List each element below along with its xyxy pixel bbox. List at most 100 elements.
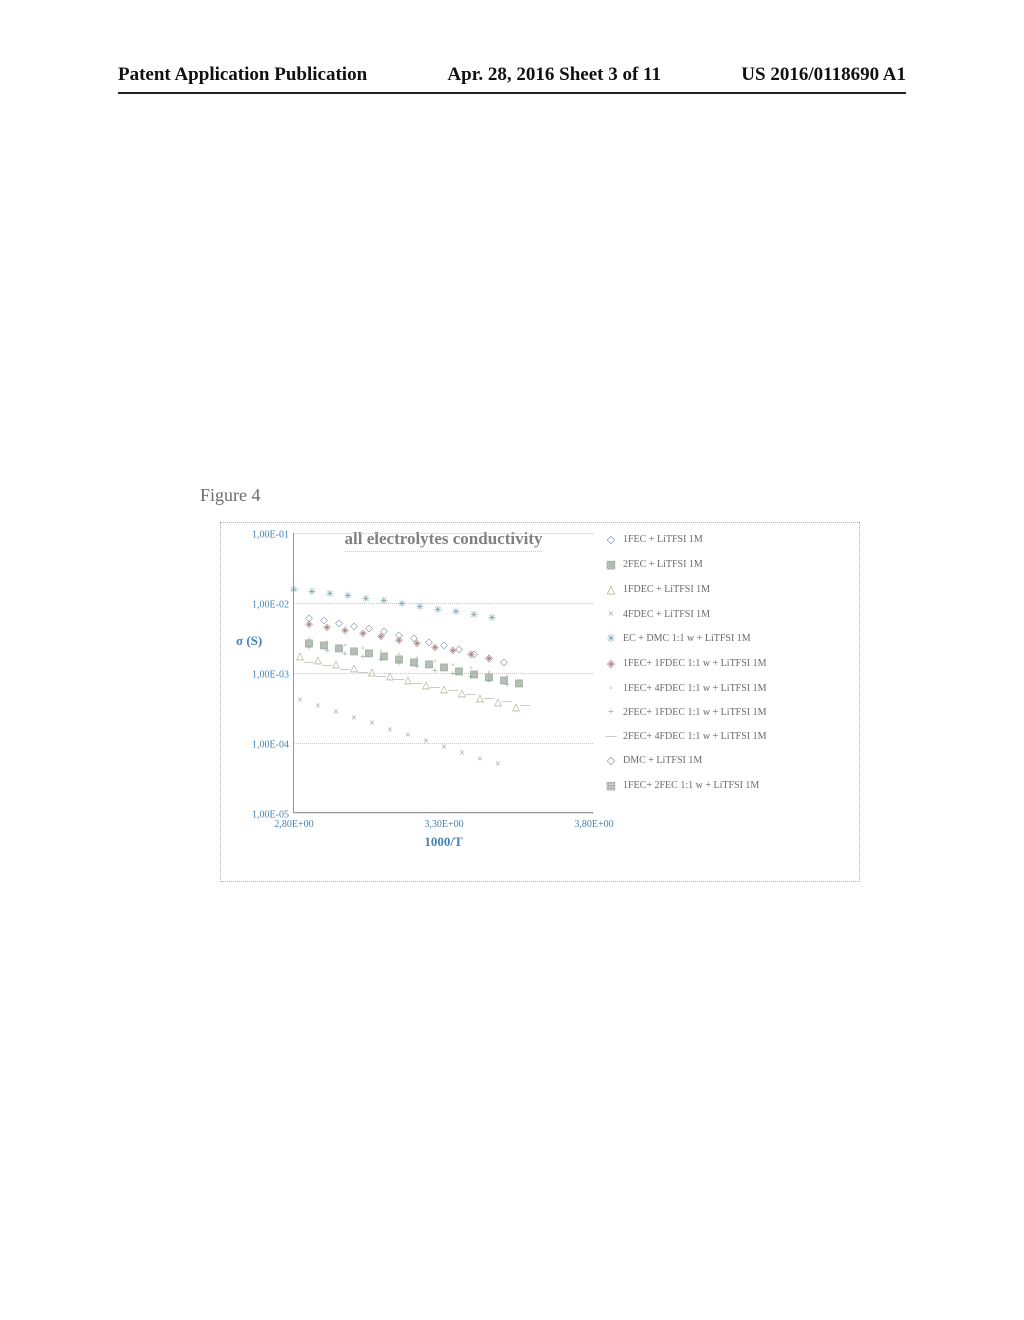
legend-label: 2FEC+ 4FDEC 1:1 w + LiTFSI 1M [623,731,767,742]
data-point: ✳ [470,611,478,621]
chart-container: 1,00E-011,00E-021,00E-031,00E-041,00E-05… [220,522,860,882]
legend-marker-icon: △ [605,583,617,596]
data-point: △ [458,689,466,699]
data-point: × [387,726,393,736]
x-axis-label: 1000/T [424,834,462,850]
legend-label: 4FDEC + LiTFSI 1M [623,609,710,620]
data-point: ◈ [449,646,457,656]
data-point: + [342,650,348,660]
legend-marker-icon: ◦ [605,682,617,694]
legend-item: ◇ DMC + LiTFSI 1M [605,754,847,767]
legend-label: 1FEC+ 4FDEC 1:1 w + LiTFSI 1M [623,683,767,694]
x-tick-label: 2,80E+00 [274,819,313,830]
data-point: — [412,679,422,689]
data-point: ◈ [431,643,439,653]
legend-item: +2FEC+ 1FDEC 1:1 w + LiTFSI 1M [605,706,847,718]
data-point: ◇ [440,641,448,651]
data-point: ✳ [362,595,370,605]
data-point: + [468,673,474,683]
legend-marker-icon: ◇ [605,533,617,546]
data-point: ◈ [323,623,331,633]
data-point: ✳ [398,600,406,610]
data-point: × [333,708,339,718]
data-point: △ [494,698,502,708]
legend-marker-icon: ◇ [605,754,617,767]
data-point: △ [404,676,412,686]
data-point: — [394,675,404,685]
figure-caption: Figure 4 [200,485,261,506]
data-point: △ [440,685,448,695]
y-axis-label: σ (S) [236,633,262,649]
data-point: × [495,760,501,770]
data-point: + [378,656,384,666]
plot-area: all electrolytes conductivity σ (S) 1000… [293,533,593,813]
data-point: — [376,672,386,682]
data-point: ✳ [452,608,460,618]
legend-label: DMC + LiTFSI 1M [623,755,702,766]
data-point: × [369,719,375,729]
legend-item: ◦ 1FEC+ 4FDEC 1:1 w + LiTFSI 1M [605,682,847,694]
data-point: ◇ [500,658,508,668]
y-axis: 1,00E-011,00E-021,00E-031,00E-041,00E-05 [233,533,293,823]
data-point: ◈ [359,629,367,639]
legend-label: 1FEC+ 2FEC 1:1 w + LiTFSI 1M [623,780,759,791]
data-point: ✳ [290,586,298,596]
data-point: + [396,660,402,670]
legend-item: —2FEC+ 4FDEC 1:1 w + LiTFSI 1M [605,730,847,742]
data-point: + [324,647,330,657]
legend-label: 1FEC+ 1FDEC 1:1 w + LiTFSI 1M [623,658,767,669]
legend-item: ✳EC + DMC 1:1 w + LiTFSI 1M [605,632,847,645]
legend-label: 1FDEC + LiTFSI 1M [623,584,710,595]
data-point: + [360,653,366,663]
data-point: — [484,694,494,704]
legend-item: ◇ 1FEC + LiTFSI 1M [605,533,847,546]
data-point: ◈ [377,632,385,642]
data-point: + [504,681,510,691]
data-point: × [423,737,429,747]
legend-marker-icon: ◈ [605,657,617,670]
x-tick-label: 3,80E+00 [574,819,613,830]
legend-item: ▦ 1FEC+ 2FEC 1:1 w + LiTFSI 1M [605,779,847,792]
legend-label: EC + DMC 1:1 w + LiTFSI 1M [623,633,751,644]
data-point: × [405,731,411,741]
data-point: × [315,702,321,712]
data-point: ◈ [395,636,403,646]
legend-item: ▩2FEC + LiTFSI 1M [605,558,847,571]
data-point: △ [332,660,340,670]
data-point: ◈ [485,654,493,664]
y-tick-label: 1,00E-01 [252,530,289,541]
data-point: × [441,743,447,753]
legend-marker-icon: ▦ [605,779,617,792]
data-point: ✳ [344,592,352,602]
data-point: ◈ [467,650,475,660]
data-point: ▩ [349,647,358,657]
data-point: ✳ [308,588,316,598]
legend-item: ×4FDEC + LiTFSI 1M [605,608,847,620]
data-point: + [486,677,492,687]
data-point: ◈ [413,639,421,649]
data-point: — [304,658,314,668]
data-point: ✳ [326,590,334,600]
data-point: ◇ [350,622,358,632]
legend: ◇ 1FEC + LiTFSI 1M ▩2FEC + LiTFSI 1M △ 1FDEC… [593,533,847,869]
data-point: ✳ [488,614,496,624]
x-tick-label: 3,30E+00 [424,819,463,830]
data-point: — [466,690,476,700]
header-left: Patent Application Publication [118,64,367,86]
data-point: × [459,749,465,759]
legend-item: △ 1FDEC + LiTFSI 1M [605,583,847,596]
data-point: + [450,670,456,680]
data-point: + [414,663,420,673]
y-tick-label: 1,00E-04 [252,740,289,751]
legend-label: 2FEC + LiTFSI 1M [623,559,703,570]
y-tick-label: 1,00E-02 [252,600,289,611]
data-point: △ [386,672,394,682]
data-point: — [322,661,332,671]
data-point: ✳ [380,597,388,607]
data-point: × [297,696,303,706]
data-point: ✳ [416,603,424,613]
legend-label: 1FEC + LiTFSI 1M [623,534,703,545]
header-center: Apr. 28, 2016 Sheet 3 of 11 [447,64,661,86]
data-point: — [520,701,530,711]
y-tick-label: 1,00E-03 [252,670,289,681]
